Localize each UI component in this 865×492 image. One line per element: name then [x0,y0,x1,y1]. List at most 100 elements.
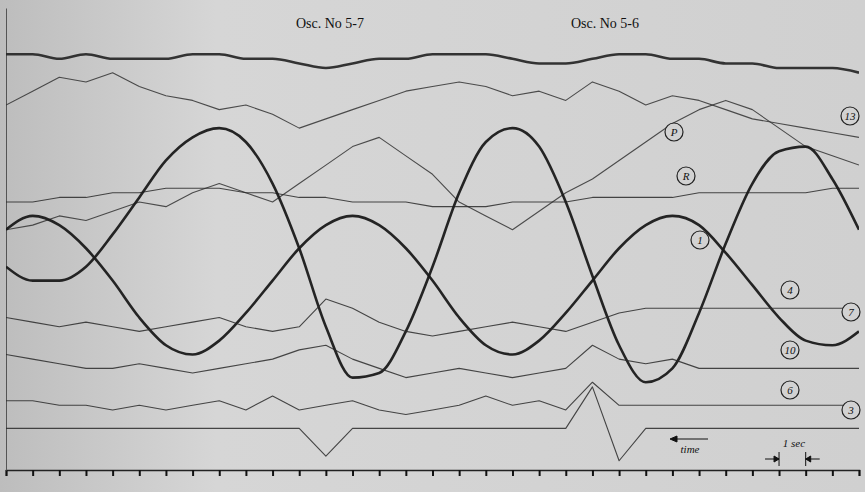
trace-label-circle [677,167,695,185]
x-tick-mark [699,470,701,476]
x-axis-line [7,471,860,477]
trace-label: 1 [691,231,709,249]
trace-label-circle [781,381,799,399]
x-tick [86,470,87,476]
x-tick-mark [325,470,327,476]
trace-label: 3 [842,401,860,419]
traces [6,54,859,461]
annotation: time [681,443,700,455]
time-arrow [674,439,708,440]
x-tick [459,470,460,476]
trace-label: 4 [781,281,799,299]
x-tick-mark [645,470,647,476]
trace-label-circle [781,341,799,359]
x-tick-mark [245,470,247,476]
trace-labels: 13 P R 1 7 4 10 6 3 [665,107,860,419]
trace-label-circle [841,107,859,125]
x-tick [752,470,753,476]
x-tick-mark [459,470,461,476]
trace-label: 10 [781,341,799,359]
x-tick [539,470,540,476]
time-arrow-head [670,436,677,442]
x-tick-mark [85,470,87,476]
x-tick [566,470,567,476]
x-tick-mark [112,470,114,476]
x-tick [299,470,300,476]
x-tick [113,470,114,476]
annotation: 1 sec [783,437,805,449]
trace-label-text: 4 [787,284,793,296]
x-tick-mark [219,470,221,476]
x-axis [7,470,860,476]
x-tick-mark [539,470,541,476]
x-tick-mark [32,470,34,476]
x-tick-mark [512,470,514,476]
trace [6,54,859,72]
x-tick [379,470,380,476]
time-scale-marks [670,436,820,466]
x-tick-mark [299,470,301,476]
x-tick [619,470,620,476]
second-arrow-head [806,456,811,462]
x-tick-mark [192,470,194,476]
trace [6,345,859,377]
trace-label-circle [781,281,799,299]
trace-label-text: 6 [787,384,793,396]
trace-label-text: R [682,170,690,182]
trace-label-text: 7 [848,306,854,318]
x-tick-mark [592,470,594,476]
x-tick [859,470,860,476]
trace [6,100,859,229]
x-tick-mark [565,470,567,476]
trace-label-text: P [670,126,678,138]
annotation: Osc. No 5-7 [296,16,364,31]
trace [6,387,859,461]
x-tick [326,470,327,476]
chart: 13PR1741063Osc. No 5-7Osc. No 5-6time1 s… [0,0,865,492]
x-tick [672,470,673,476]
trace [6,216,859,355]
x-tick [246,470,247,476]
x-tick [59,470,60,476]
x-tick-mark [779,470,781,476]
trace-label: 13 [841,107,859,125]
trace-label-circle [691,231,709,249]
x-tick-mark [725,470,727,476]
x-tick-mark [6,470,8,476]
x-tick-mark [379,470,381,476]
x-tick-mark [59,470,61,476]
x-tick [6,470,7,476]
x-tick [779,470,780,476]
x-tick [832,470,833,476]
trace [6,128,859,382]
x-tick-mark [672,470,674,476]
trace-label: P [665,123,683,141]
trace-label-text: 1 [697,234,703,246]
x-tick [219,470,220,476]
x-tick [486,470,487,476]
x-tick-mark [805,470,807,476]
x-tick [433,470,434,476]
trace [6,73,859,138]
x-tick [193,470,194,476]
x-tick [512,470,513,476]
x-tick [139,470,140,476]
x-tick [406,470,407,476]
x-tick [33,470,34,476]
x-tick-mark [405,470,407,476]
background [0,0,865,492]
x-tick [806,470,807,476]
trace-label: R [677,167,695,185]
x-tick [592,470,593,476]
trace-label-text: 3 [847,404,854,416]
x-tick [726,470,727,476]
trace [6,382,859,414]
x-tick-mark [352,470,354,476]
second-arrow-head [774,456,779,462]
x-tick [273,470,274,476]
x-tick-mark [859,470,861,476]
x-tick-mark [485,470,487,476]
annotations: Osc. No 5-7Osc. No 5-6time1 sec [296,16,805,455]
x-tick-mark [272,470,274,476]
trace-label: 6 [781,381,799,399]
